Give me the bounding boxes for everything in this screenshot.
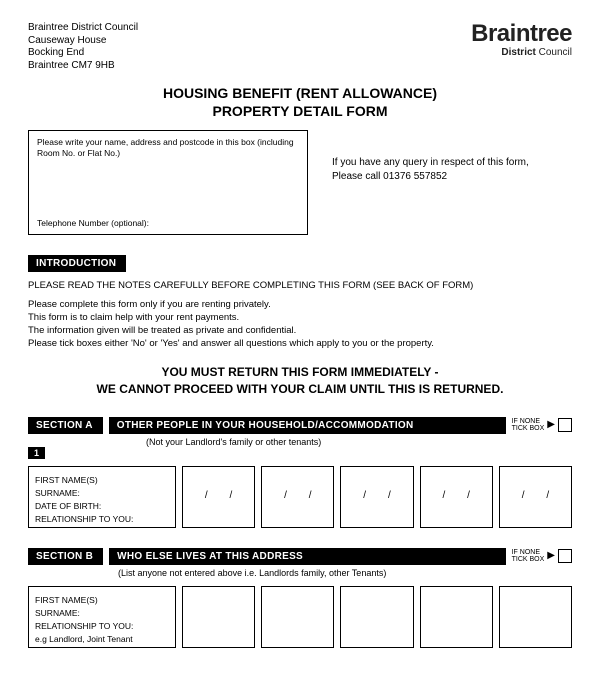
section-a-labels: FIRST NAME(S) SURNAME: DATE OF BIRTH: RE…	[28, 466, 176, 528]
person-entry-cell[interactable]	[420, 586, 493, 648]
address-line: Braintree District Council	[28, 22, 138, 35]
if-none-checkbox[interactable]	[558, 418, 572, 432]
arrow-icon: ▶	[547, 551, 555, 561]
person-entry-cell[interactable]: //	[420, 466, 493, 528]
section-b-title: WHO ELSE LIVES AT THIS ADDRESS	[109, 548, 505, 565]
person-entry-cell[interactable]	[499, 586, 572, 648]
query-contact: If you have any query in respect of this…	[332, 130, 529, 183]
section-b-note: (List anyone not entered above i.e. Land…	[118, 568, 572, 578]
sender-address: Braintree District Council Causeway Hous…	[28, 22, 138, 72]
section-a-title: OTHER PEOPLE IN YOUR HOUSEHOLD/ACCOMMODA…	[109, 417, 506, 434]
person-entry-cell[interactable]	[182, 586, 255, 648]
logo-sub-text: District Council	[471, 47, 572, 58]
entry-number-tag: 1	[28, 447, 45, 459]
person-entry-cell[interactable]: //	[261, 466, 334, 528]
section-a-code: SECTION A	[28, 417, 103, 434]
person-entry-cell[interactable]: //	[182, 466, 255, 528]
section-b-header: SECTION B WHO ELSE LIVES AT THIS ADDRESS…	[28, 548, 572, 565]
form-title: HOUSING BENEFIT (RENT ALLOWANCE) PROPERT…	[28, 84, 572, 120]
address-line: Causeway House	[28, 35, 138, 48]
name-box-instruction: Please write your name, address and post…	[37, 137, 299, 158]
telephone-label: Telephone Number (optional):	[37, 218, 149, 228]
dob-separator: //	[421, 490, 492, 501]
if-none-group: IF NONETICK BOX ▶	[512, 418, 572, 432]
section-b-code: SECTION B	[28, 548, 103, 565]
introduction-label: INTRODUCTION	[28, 255, 126, 272]
dob-separator: //	[262, 490, 333, 501]
if-none-group: IF NONETICK BOX ▶	[512, 549, 572, 563]
introduction-text: PLEASE READ THE NOTES CAREFULLY BEFORE C…	[28, 280, 572, 350]
arrow-icon: ▶	[547, 420, 555, 430]
section-a-note: (Not your Landlord's family or other ten…	[146, 437, 572, 447]
section-b-labels: FIRST NAME(S) SURNAME: RELATIONSHIP TO Y…	[28, 586, 176, 648]
person-entry-cell[interactable]: //	[340, 466, 413, 528]
applicant-details-box[interactable]: Please write your name, address and post…	[28, 130, 308, 235]
address-line: Bocking End	[28, 47, 138, 60]
address-line: Braintree CM7 9HB	[28, 60, 138, 73]
if-none-checkbox[interactable]	[558, 549, 572, 563]
person-entry-cell[interactable]	[261, 586, 334, 648]
council-logo: Braintree District Council	[471, 22, 572, 58]
person-entry-cell[interactable]	[340, 586, 413, 648]
dob-separator: //	[341, 490, 412, 501]
dob-separator: //	[500, 490, 571, 501]
return-warning: YOU MUST RETURN THIS FORM IMMEDIATELY - …	[28, 364, 572, 396]
dob-separator: //	[183, 490, 254, 501]
section-a-header: SECTION A OTHER PEOPLE IN YOUR HOUSEHOLD…	[28, 417, 572, 434]
if-none-text: IF NONETICK BOX	[512, 418, 545, 432]
logo-main-text: Braintree	[471, 22, 572, 46]
person-entry-cell[interactable]: //	[499, 466, 572, 528]
if-none-text: IF NONETICK BOX	[512, 549, 545, 563]
